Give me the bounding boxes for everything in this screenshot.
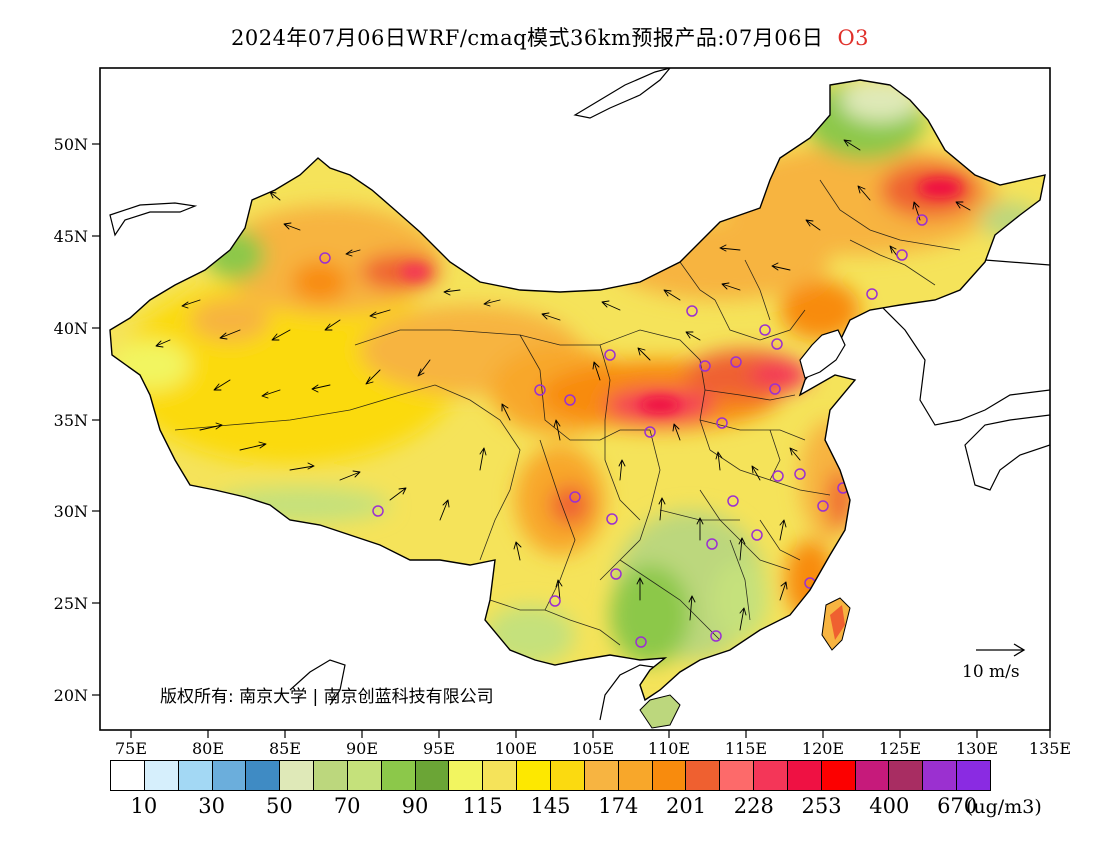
- lon-label-125e: 125E: [879, 739, 921, 758]
- colorbar-cell: [889, 761, 924, 790]
- colorbar-cell: [550, 761, 585, 790]
- lat-label-50n: 50N: [54, 135, 88, 154]
- lon-label-135e: 135E: [1029, 739, 1071, 758]
- colorbar-tick-label: 50: [266, 794, 293, 818]
- wind-reference-label: 10 m/s: [962, 662, 1020, 682]
- lon-label-105e: 105E: [572, 739, 614, 758]
- title-main: 2024年07月06日WRF/cmaq模式36km预报产品:07月06日: [230, 26, 824, 50]
- colorbar-cell: [821, 761, 856, 790]
- colorbar-cell: [144, 761, 179, 790]
- colorbar-tick-label: 70: [333, 794, 361, 818]
- colorbar-tick-label: 174: [598, 794, 639, 818]
- map-title: 2024年07月06日WRF/cmaq模式36km预报产品:07月06日 O3: [0, 22, 1100, 52]
- lat-label-20n: 20N: [54, 686, 88, 705]
- colorbar-cell: [246, 761, 281, 790]
- colorbar-cell: [483, 761, 518, 790]
- wind-reference-arrow: [976, 643, 1026, 657]
- colorbar-cell: [957, 761, 990, 790]
- colorbar-cell: [449, 761, 484, 790]
- colorbar: [110, 760, 991, 791]
- lon-label-115e: 115E: [725, 739, 767, 758]
- colorbar-tick-label: 400: [869, 794, 910, 818]
- colorbar-cell: [754, 761, 788, 790]
- colorbar-tick-label: 228: [733, 794, 774, 818]
- colorbar-tick-label: 10: [130, 794, 158, 818]
- lon-label-100e: 100E: [495, 739, 537, 758]
- colorbar-cell: [855, 761, 890, 790]
- colorbar-tick-label: 30: [198, 794, 226, 818]
- lat-label-40n: 40N: [54, 319, 88, 338]
- lon-label-120e: 120E: [802, 739, 844, 758]
- colorbar-cell: [212, 761, 247, 790]
- lon-label-80e: 80E: [192, 739, 224, 758]
- colorbar-tick-label: 145: [530, 794, 571, 818]
- copyright-text: 版权所有: 南京大学 | 南京创蓝科技有限公司: [160, 687, 494, 707]
- colorbar-tick-label: 201: [665, 794, 707, 818]
- colorbar-cell: [381, 761, 416, 790]
- colorbar-cell: [618, 761, 653, 790]
- lon-label-90e: 90E: [346, 739, 378, 758]
- colorbar-cell: [787, 761, 822, 790]
- colorbar-cell: [178, 761, 213, 790]
- title-species: O3: [837, 26, 870, 50]
- colorbar-cell: [111, 761, 145, 790]
- lat-label-35n: 35N: [54, 411, 88, 430]
- map-frame: [99, 67, 1051, 731]
- colorbar-cell: [584, 761, 619, 790]
- colorbar-cell: [686, 761, 721, 790]
- lat-label-30n: 30N: [54, 502, 88, 521]
- colorbar-tick-label: 253: [801, 794, 842, 818]
- lon-label-130e: 130E: [956, 739, 998, 758]
- lon-label-95e: 95E: [423, 739, 455, 758]
- colorbar-cell: [280, 761, 315, 790]
- colorbar-cell: [652, 761, 687, 790]
- colorbar-tick-label: 670: [937, 794, 978, 818]
- lat-label-25n: 25N: [54, 594, 88, 613]
- lon-label-85e: 85E: [269, 739, 301, 758]
- colorbar-cell: [347, 761, 382, 790]
- lon-label-110e: 110E: [648, 739, 690, 758]
- colorbar-tick-label: 115: [462, 794, 503, 818]
- colorbar-cell: [517, 761, 551, 790]
- colorbar-cell: [415, 761, 450, 790]
- lat-label-45n: 45N: [54, 227, 88, 246]
- colorbar-tick-label: 90: [401, 794, 429, 818]
- colorbar-cell: [720, 761, 755, 790]
- colorbar-cell: [923, 761, 958, 790]
- colorbar-cell: [314, 761, 348, 790]
- lon-label-75e: 75E: [115, 739, 147, 758]
- colorbar-unit: (ug/m3): [966, 796, 1042, 818]
